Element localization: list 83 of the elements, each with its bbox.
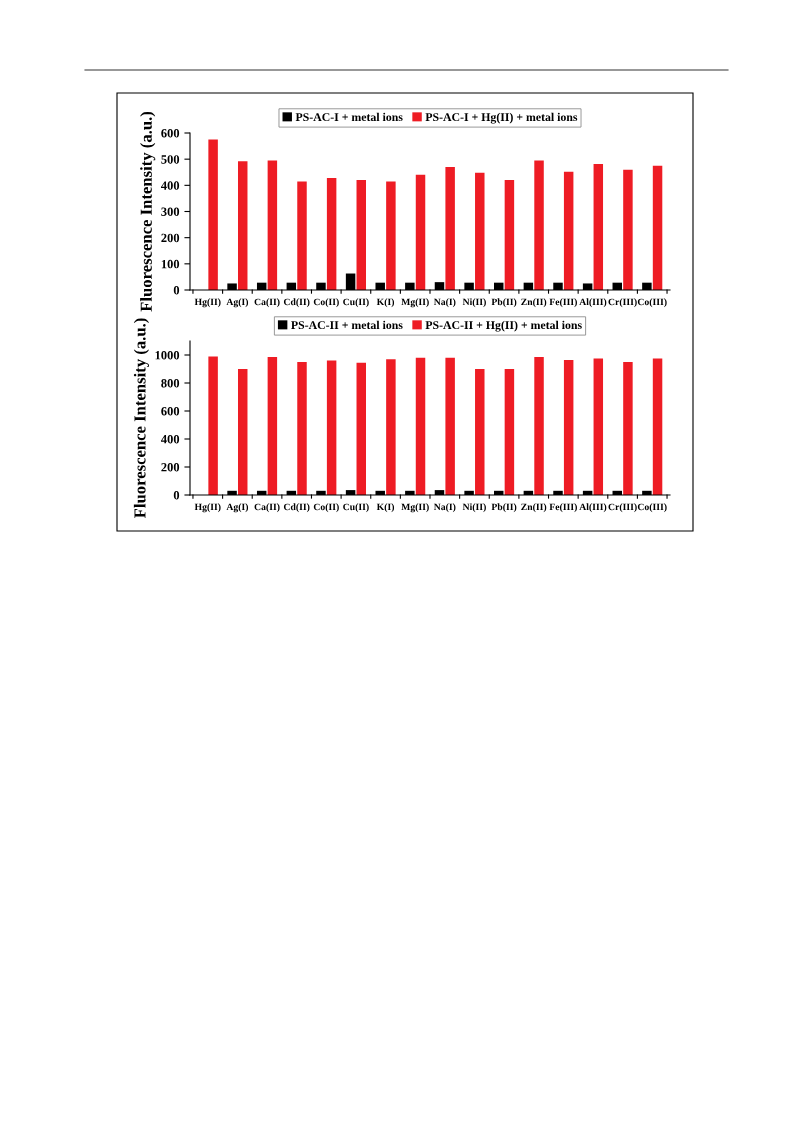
bar xyxy=(534,357,544,495)
y-axis-title: Fluorescence Intensity (a.u.) xyxy=(133,318,150,519)
bar xyxy=(415,174,426,290)
y-tick-label: 400 xyxy=(161,435,180,444)
bar xyxy=(504,369,515,495)
x-tick-label: Ni(II) xyxy=(462,298,486,308)
x-tick-label: Co(II) xyxy=(313,503,339,513)
x-tick-label: Ag(I) xyxy=(226,298,249,308)
bar xyxy=(386,359,396,495)
bar xyxy=(356,362,366,495)
bar xyxy=(297,181,307,290)
x-tick-label: Ag(I) xyxy=(226,503,249,513)
x-tick-label: Fe(III) xyxy=(549,298,577,308)
x-tick-label: Na(I) xyxy=(433,298,456,308)
bar xyxy=(356,180,366,290)
x-tick-label: Cd(II) xyxy=(283,298,310,308)
y-tick-label: 1000 xyxy=(155,351,180,360)
legend-label: PS-AC-I + Hg(II) + metal ions xyxy=(425,112,578,124)
x-tick-label: Co(III) xyxy=(637,298,667,308)
x-tick-label: Zn(II) xyxy=(521,503,547,513)
x-tick-label: Mg(II) xyxy=(401,298,429,308)
x-tick-label: Pb(II) xyxy=(491,503,517,513)
bar xyxy=(652,165,663,290)
bar xyxy=(623,362,633,495)
y-tick-label: 800 xyxy=(161,379,180,388)
bar xyxy=(445,357,455,495)
x-tick-label: Al(III) xyxy=(579,503,607,513)
bar xyxy=(593,163,604,290)
bar xyxy=(652,358,663,495)
y-tick-label: 600 xyxy=(161,129,180,138)
bar xyxy=(267,357,278,495)
bar xyxy=(504,180,515,290)
x-tick-label: Ca(II) xyxy=(254,503,280,513)
x-tick-label: Cd(II) xyxy=(283,503,310,513)
bar xyxy=(415,357,426,495)
x-tick-label: Cr(III) xyxy=(608,298,637,308)
bar xyxy=(386,181,396,290)
bar xyxy=(238,161,248,290)
bar xyxy=(563,359,574,495)
bar xyxy=(208,139,218,290)
x-tick-label: Mg(II) xyxy=(401,503,429,513)
x-tick-label: Cu(II) xyxy=(343,503,369,513)
legend-label: PS-AC-I + metal ions xyxy=(295,112,403,122)
x-tick-label: Ca(II) xyxy=(254,298,280,308)
y-axis-title: Fluorescence Intensity (a.u.) xyxy=(140,111,156,312)
y-tick-label: 500 xyxy=(161,155,180,164)
x-tick-label: Fe(III) xyxy=(549,503,577,513)
legend-label: PS-AC-II + Hg(II) + metal ions xyxy=(425,320,582,332)
bar xyxy=(623,169,633,290)
bar xyxy=(326,360,337,495)
bar xyxy=(445,167,455,290)
bar xyxy=(267,160,278,290)
x-tick-label: K(I) xyxy=(376,503,395,513)
y-tick-label: 200 xyxy=(161,233,180,243)
bar xyxy=(475,369,485,495)
bar xyxy=(475,172,485,290)
y-tick-label: 200 xyxy=(161,463,180,472)
y-tick-label: 0 xyxy=(173,491,180,500)
x-tick-label: Cu(II) xyxy=(343,298,369,308)
x-tick-label: Cr(III) xyxy=(608,503,637,513)
bar xyxy=(593,358,604,495)
x-tick-label: Co(III) xyxy=(637,503,667,513)
x-tick-label: Co(II) xyxy=(313,298,339,308)
x-tick-label: Pb(II) xyxy=(491,298,517,308)
y-tick-label: 0 xyxy=(173,286,180,295)
legend-label: PS-AC-II + metal ions xyxy=(291,320,403,330)
bar xyxy=(208,356,218,495)
y-tick-label: 300 xyxy=(161,207,180,216)
x-tick-label: Ni(II) xyxy=(462,503,486,513)
x-tick-label: Zn(II) xyxy=(521,298,547,308)
x-tick-label: Hg(II) xyxy=(194,503,221,513)
bar xyxy=(297,362,307,495)
y-tick-label: 600 xyxy=(161,407,180,416)
bar xyxy=(563,171,574,290)
x-tick-label: Al(III) xyxy=(579,298,607,308)
y-tick-label: 400 xyxy=(161,181,180,190)
bar xyxy=(326,178,337,290)
x-tick-label: K(I) xyxy=(376,298,395,308)
y-tick-label: 100 xyxy=(161,259,180,269)
x-tick-label: Na(I) xyxy=(433,503,456,513)
bar xyxy=(238,369,248,495)
bar xyxy=(534,160,544,290)
x-tick-label: Hg(II) xyxy=(194,298,221,308)
